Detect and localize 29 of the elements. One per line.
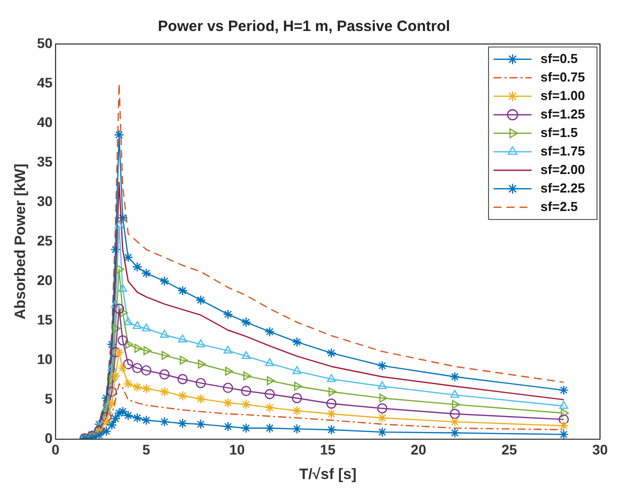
y-tick-label: 30 <box>36 192 53 209</box>
legend-label: sf=2.00 <box>540 162 585 177</box>
legend-label: sf=1.5 <box>540 124 578 140</box>
x-tick-label: 5 <box>142 441 150 458</box>
legend-label: sf=0.5 <box>540 50 578 66</box>
x-tick-label: 20 <box>410 441 427 458</box>
legend-label: sf=1.25 <box>540 106 585 122</box>
y-tick-label: 10 <box>36 351 53 368</box>
x-axis-title: T/√sf [s] <box>299 466 356 484</box>
x-tick-label: 30 <box>592 441 608 458</box>
y-tick-label: 20 <box>36 272 53 288</box>
y-tick-label: 50 <box>36 34 53 51</box>
y-axis-title: Absorbed Power [kW] <box>12 164 30 320</box>
legend-label: sf=0.75 <box>540 69 585 84</box>
chart-title: Power vs Period, H=1 m, Passive Control <box>158 18 450 36</box>
x-tick-label: 10 <box>229 441 246 458</box>
y-tick-label: 0 <box>44 430 53 446</box>
legend-label: sf=1.75 <box>540 143 585 158</box>
y-tick-label: 40 <box>36 114 53 130</box>
x-tick-label: 15 <box>320 441 336 458</box>
legend-label: sf=2.5 <box>540 198 578 214</box>
y-tick-label: 5 <box>44 390 53 407</box>
legend-label: sf=1.00 <box>540 88 585 103</box>
y-tick-label: 45 <box>36 74 53 90</box>
y-tick-label: 15 <box>36 312 53 328</box>
y-tick-label: 35 <box>36 153 53 170</box>
x-tick-label: 25 <box>501 441 518 458</box>
legend-label: sf=2.25 <box>540 180 585 196</box>
y-tick-label: 25 <box>36 232 53 248</box>
